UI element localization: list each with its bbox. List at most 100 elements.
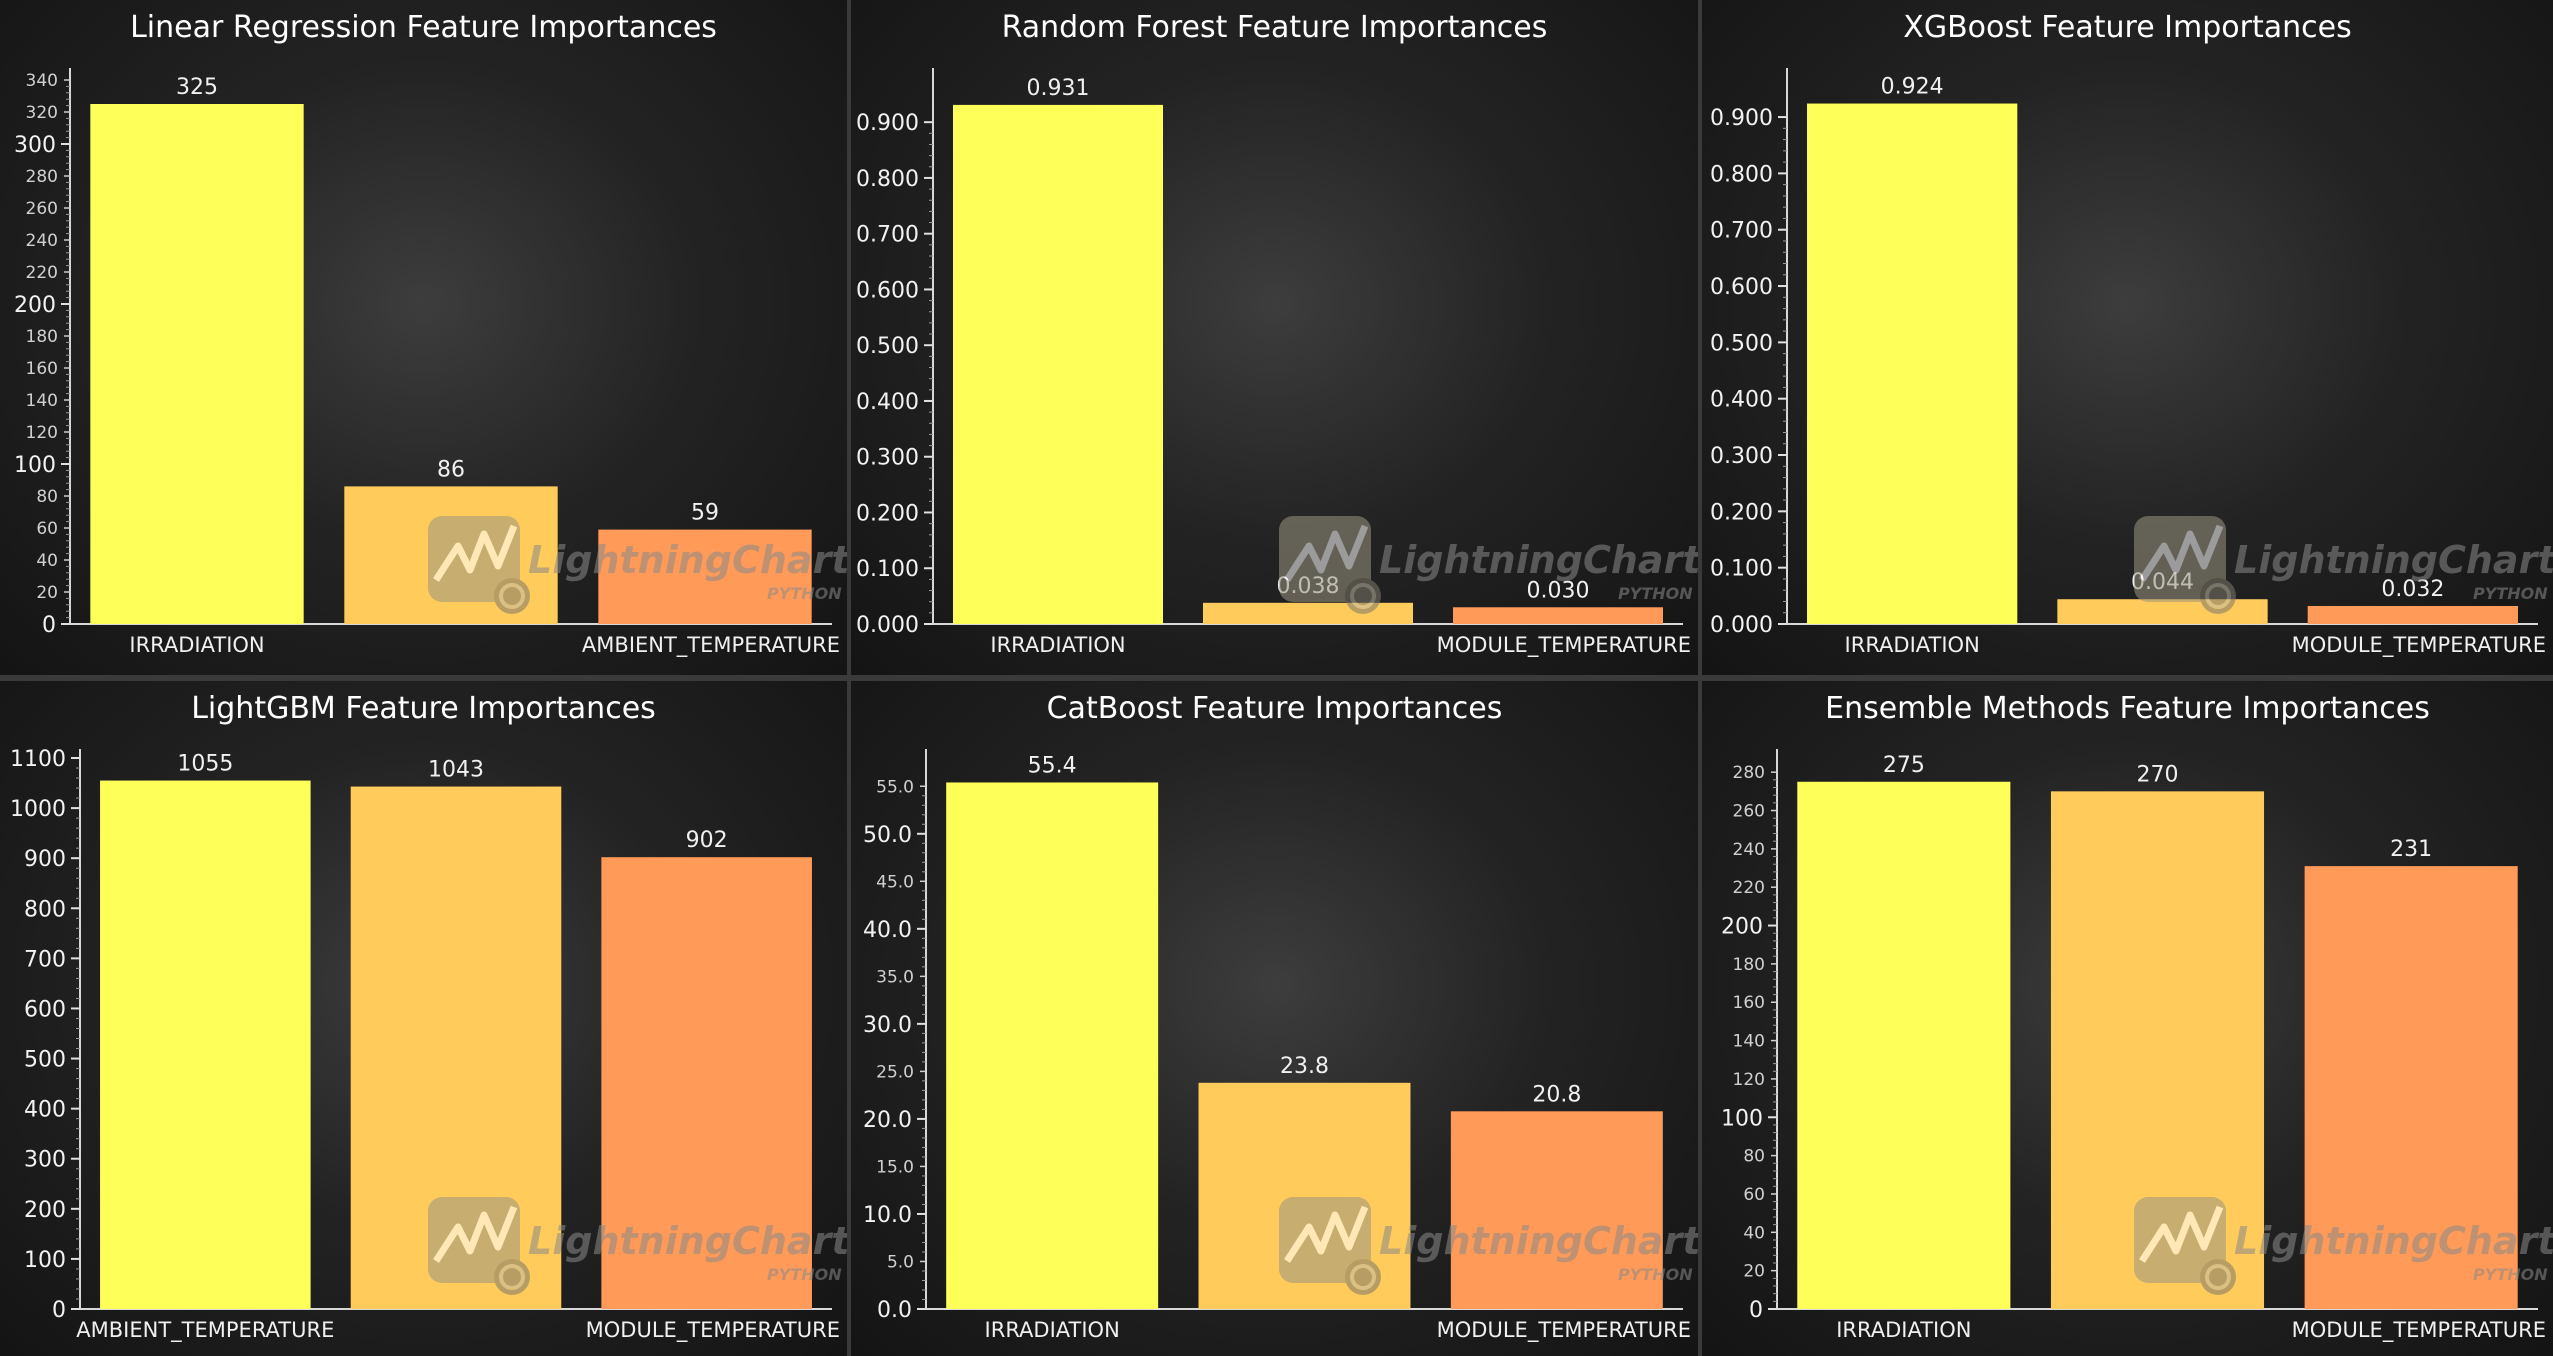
y-tick-label: 600 (24, 997, 66, 1022)
chart-title: CatBoost Feature Importances (1046, 691, 1503, 726)
bar-value-label: 86 (437, 457, 465, 482)
y-tick-label: 45.0 (876, 872, 914, 892)
y-tick-label: 60 (1743, 1185, 1765, 1205)
y-tick-label: 280 (1733, 763, 1765, 783)
y-tick-label: 80 (1743, 1147, 1765, 1167)
y-tick-label: 15.0 (876, 1157, 914, 1177)
bar-ambient-temperature (100, 780, 311, 1309)
y-tick-label: 0.800 (1710, 162, 1773, 187)
lightningchart-watermark: LightningChart® PYTHON (422, 510, 847, 620)
y-tick-label: 180 (1733, 955, 1765, 975)
lightningchart-watermark: LightningChart® PYTHON (1273, 510, 1698, 620)
y-tick-label: 0.100 (1710, 557, 1773, 582)
y-tick-label: 0.500 (856, 334, 919, 359)
watermark-sub: PYTHON (2473, 584, 2548, 603)
y-tick-label: 1000 (10, 797, 66, 822)
bar-irradiation (946, 782, 1159, 1309)
linear-regression-chart-panel: Linear Regression Feature Importances 20 4… (0, 0, 847, 675)
y-tick-label: 40.0 (863, 918, 912, 943)
random-forest-chart-panel: Random Forest Feature Importances 0.000 0.… (851, 0, 1698, 675)
bar-value-label: 20.8 (1532, 1082, 1581, 1107)
y-tick-label: 100 (14, 453, 56, 478)
y-tick-label: 900 (24, 847, 66, 872)
bar-value-label: 0.030 (1527, 578, 1590, 603)
watermark-sub: PYTHON (1618, 1265, 1693, 1284)
y-tick-label: 280 (26, 167, 58, 187)
y-tick-label: 0.000 (1710, 613, 1773, 638)
lightningchart-watermark: LightningChart® PYTHON (2128, 510, 2553, 620)
x-category-label: MODULE_TEMPERATURE (1437, 1318, 1691, 1343)
watermark-brand: LightningChart® (1379, 1219, 1698, 1263)
y-tick-label: 50.0 (863, 823, 912, 848)
watermark-sub: PYTHON (1618, 584, 1693, 603)
x-category-label: IRRADIATION (985, 1318, 1120, 1342)
y-tick-label: 55.0 (876, 777, 914, 797)
ensemble-methods-chart-panel: Ensemble Methods Feature Importances 20 40… (1702, 681, 2553, 1356)
y-tick-label: 35.0 (876, 967, 914, 987)
y-tick-label: 0.300 (856, 446, 919, 471)
y-tick-label: 240 (1733, 840, 1765, 860)
bar-irradiation (90, 104, 304, 624)
y-tick-label: 500 (24, 1048, 66, 1073)
lightningchart-logo-icon (428, 1197, 530, 1295)
y-tick-label: 320 (26, 103, 58, 123)
y-tick-label: 0.900 (856, 111, 919, 136)
y-tick-label: 25.0 (876, 1062, 914, 1082)
chart-title: Random Forest Feature Importances (1001, 10, 1548, 45)
y-tick-label: 260 (26, 199, 58, 219)
y-tick-label: 10.0 (863, 1203, 912, 1228)
bar-value-label: 55.4 (1028, 753, 1077, 778)
y-tick-label: 0.400 (856, 390, 919, 415)
bar-value-label: 23.8 (1280, 1054, 1329, 1079)
y-tick-label: 300 (14, 133, 56, 158)
lightningchart-logo-icon (1279, 516, 1381, 614)
lightningchart-logo-icon (428, 516, 530, 614)
x-category-label: AMBIENT_TEMPERATURE (582, 633, 840, 658)
bar-value-label: 275 (1883, 753, 1925, 778)
y-tick-label: 100 (24, 1248, 66, 1273)
y-tick-label: 800 (24, 897, 66, 922)
y-tick-label: 40 (36, 551, 58, 571)
y-tick-label: 0.600 (1710, 275, 1773, 300)
catboost-chart-panel: CatBoost Feature Importances 5.0 15.0 25.0 3… (851, 681, 1698, 1356)
bar-module-temperature (1453, 607, 1663, 624)
bar-irradiation (1807, 103, 2018, 625)
chart-title: XGBoost Feature Importances (1903, 10, 2352, 45)
y-tick-label: 120 (1733, 1070, 1765, 1090)
x-category-label: AMBIENT_TEMPERATURE (76, 1318, 334, 1343)
bar-value-label: 59 (691, 501, 719, 526)
y-tick-label: 200 (1721, 915, 1763, 940)
x-category-label: MODULE_TEMPERATURE (2292, 633, 2546, 658)
y-tick-label: 200 (14, 293, 56, 318)
lightningchart-logo-icon (2134, 1197, 2236, 1295)
y-tick-label: 0.800 (856, 167, 919, 192)
chart-title: LightGBM Feature Importances (191, 691, 656, 726)
y-tick-label: 40 (1743, 1223, 1765, 1243)
bar-value-label: 0.931 (1027, 76, 1090, 101)
y-tick-label: 20 (36, 583, 58, 603)
bar-value-label: 325 (176, 75, 218, 100)
bar-module-temperature (2304, 866, 2518, 1309)
bar-value-label: 0.032 (2381, 577, 2444, 602)
bar-ambient-temperature (598, 529, 812, 624)
y-tick-label: 0.200 (1710, 500, 1773, 525)
y-tick-label: 700 (24, 947, 66, 972)
y-tick-label: 240 (26, 231, 58, 251)
y-tick-label: 5.0 (887, 1252, 914, 1272)
y-tick-label: 0.0 (877, 1298, 912, 1323)
y-tick-label: 0.900 (1710, 106, 1773, 131)
x-category-label: IRRADIATION (129, 633, 264, 657)
bar-value-label: 902 (686, 828, 728, 853)
y-tick-label: 20.0 (863, 1108, 912, 1133)
y-tick-label: 180 (26, 327, 58, 347)
lightningchart-watermark: LightningChart® PYTHON (422, 1191, 847, 1301)
y-tick-label: 0.200 (856, 501, 919, 526)
y-tick-label: 140 (1733, 1032, 1765, 1052)
lightningchart-watermark: LightningChart® PYTHON (2128, 1191, 2553, 1301)
y-tick-label: 80 (36, 487, 58, 507)
watermark-brand: LightningChart® (528, 538, 847, 582)
linear-regression-chart-svg: 20 40 60 80 120 140 160 180 220 240 260 280 320 340 0 1… (14, 68, 840, 658)
bar-value-label: 1055 (177, 752, 233, 777)
ensemble-methods-chart-svg: 20 40 60 80 120 140 160 180 220 240 260 280 0 100 200 2… (1721, 749, 2546, 1343)
